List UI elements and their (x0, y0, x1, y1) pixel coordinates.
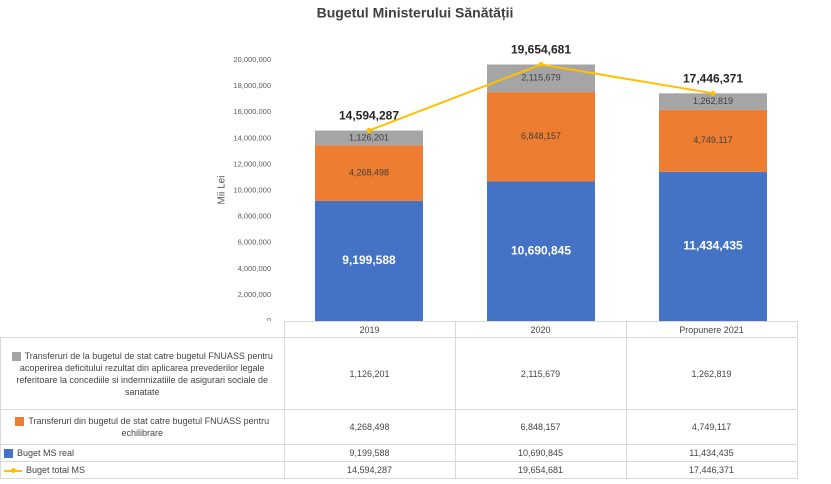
y-tick-label: 4,000,000 (238, 264, 271, 273)
y-tick-label: 6,000,000 (238, 238, 271, 247)
table-value: 1,262,819 (625, 337, 798, 410)
bar-value-label: 9,199,588 (342, 253, 396, 267)
table-value: 10,690,845 (454, 444, 627, 462)
y-tick-label: 12,000,000 (233, 159, 271, 168)
bar-value-label: 1,126,201 (349, 132, 389, 142)
y-tick-label: 16,000,000 (233, 107, 271, 116)
category-label: 2019 (283, 321, 456, 338)
table-value: 14,594,287 (283, 461, 456, 479)
bar-value-label: 4,268,498 (349, 167, 389, 177)
bar-value-label: 2,115,679 (521, 73, 560, 83)
y-tick-label: 0 (267, 316, 271, 321)
table-row: Transferuri din bugetul de stat catre bu… (0, 409, 798, 445)
y-tick-label: 20,000,000 (233, 55, 271, 64)
bar-segment (659, 93, 767, 110)
legend-key (4, 467, 22, 473)
category-label: 2020 (454, 321, 627, 338)
table-value: 1,126,201 (283, 337, 456, 410)
bar-value-label: 6,848,157 (521, 131, 561, 141)
legend-cell: Transferuri din bugetul de stat catre bu… (0, 409, 285, 445)
bar-segment (659, 109, 767, 172)
line-marker (710, 90, 716, 96)
bar-segment (487, 181, 595, 321)
legend-cell: Buget total MS (0, 461, 285, 479)
table-row: Transferuri de la bugetul de stat catre … (0, 337, 798, 410)
bar-segment (315, 200, 423, 321)
line-value-label: 19,654,681 (511, 43, 571, 57)
y-tick-label: 2,000,000 (238, 290, 271, 299)
table-value: 9,199,588 (283, 444, 456, 462)
bar-segment (487, 92, 595, 182)
y-tick-label: 10,000,000 (233, 185, 271, 194)
bar-segment (315, 145, 423, 201)
legend-key (4, 449, 13, 459)
legend-label: Buget total MS (26, 465, 86, 475)
line-value-label: 17,446,371 (683, 71, 743, 85)
chart: Bugetul Ministerului Sănătății Mii Lei 0… (217, 5, 767, 321)
legend-key (15, 417, 25, 427)
table-value: 11,434,435 (625, 444, 798, 462)
bar-value-label: 11,434,435 (683, 239, 743, 253)
table-value: 2,115,679 (454, 337, 627, 410)
table-value: 4,268,498 (283, 409, 456, 445)
line-marker (366, 128, 372, 134)
chart-title: Bugetul Ministerului Sănătății (317, 5, 514, 21)
table-value: 19,654,681 (454, 461, 627, 479)
legend-key (11, 351, 21, 361)
legend-label: Buget MS real (17, 448, 75, 458)
table-row: Buget MS real 9,199,588 10,690,845 11,434,4… (0, 444, 798, 462)
bar-segment (315, 130, 423, 146)
legend-label: Transferuri din bugetul de stat catre bu… (28, 416, 270, 438)
y-tick-label: 18,000,000 (233, 81, 271, 90)
bar-value-label: 1,262,819 (693, 96, 733, 106)
legend-label: Transferuri de la bugetul de stat catre … (16, 350, 273, 397)
line-marker (538, 62, 544, 68)
bar-value-label: 10,690,845 (511, 243, 571, 257)
category-label: Propunere 2021 (625, 321, 798, 338)
y-tick-label: 8,000,000 (238, 212, 271, 221)
legend-cell: Transferuri de la bugetul de stat catre … (0, 337, 285, 410)
table-row: Buget total MS 14,594,287 19,654,681 17,446… (0, 461, 798, 479)
data-table: 2019 2020 Propunere 2021 Transferuri de la … (0, 321, 798, 479)
bar-value-label: 4,749,117 (693, 135, 732, 145)
table-value: 4,749,117 (625, 409, 798, 445)
table-value: 6,848,157 (454, 409, 627, 445)
legend-marker (11, 467, 16, 473)
y-axis-label: Mii Lei (217, 176, 228, 205)
y-tick-label: 14,000,000 (233, 133, 271, 142)
table-value: 17,446,371 (625, 461, 798, 479)
table-header-row: 2019 2020 Propunere 2021 (1, 321, 798, 338)
empty-cell (1, 322, 285, 338)
legend-cell: Buget MS real (0, 444, 285, 462)
bar-segment (659, 171, 767, 321)
line-value-label: 14,594,287 (339, 109, 399, 123)
